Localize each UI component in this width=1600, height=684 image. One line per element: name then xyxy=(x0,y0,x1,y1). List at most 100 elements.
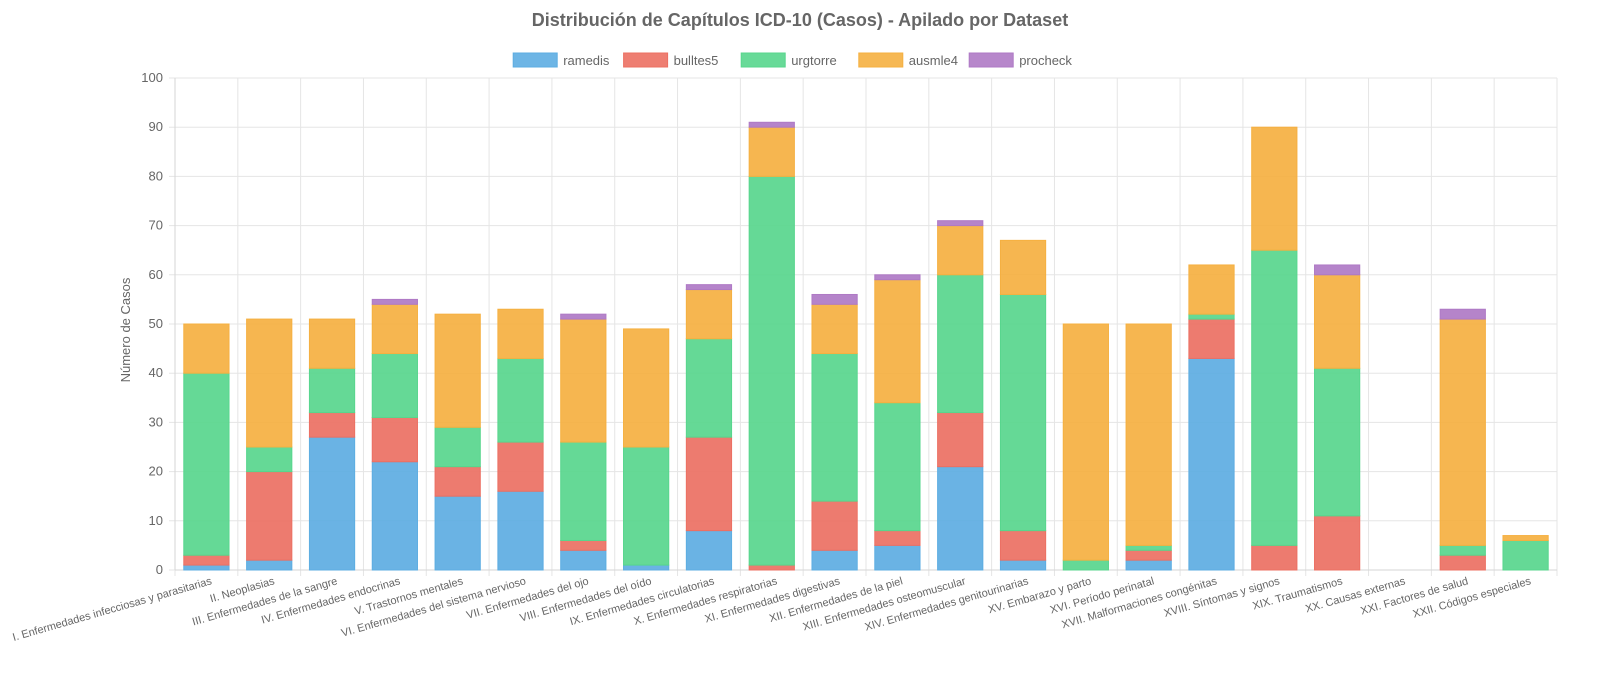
bar-segment-procheck[interactable] xyxy=(811,293,858,305)
legend-item-urgtorre[interactable]: urgtorre xyxy=(740,52,837,68)
legend-item-ausmle4[interactable]: ausmle4 xyxy=(858,52,958,68)
bar-segment-bulltes5[interactable] xyxy=(1314,515,1361,571)
bar-segment-bulltes5[interactable] xyxy=(183,554,230,566)
bar-segment-ausmle4[interactable] xyxy=(1188,264,1235,315)
bar-segment-bulltes5[interactable] xyxy=(685,436,733,532)
y-tick-label: 70 xyxy=(149,218,163,233)
bar-segment-urgtorre[interactable] xyxy=(685,338,733,438)
bar-segment-ausmle4[interactable] xyxy=(685,289,733,340)
bar-segment-urgtorre[interactable] xyxy=(434,426,481,468)
bar-segment-ramedis[interactable] xyxy=(1188,357,1235,571)
bar-segment-bulltes5[interactable] xyxy=(937,412,984,468)
bar-segment-urgtorre[interactable] xyxy=(623,446,670,566)
bar-segment-urgtorre[interactable] xyxy=(1439,544,1486,556)
bar-segment-ausmle4[interactable] xyxy=(560,318,607,443)
bar-segment-urgtorre[interactable] xyxy=(937,274,984,414)
legend-swatch xyxy=(512,52,558,68)
bar-segment-ramedis[interactable] xyxy=(685,530,733,571)
y-tick-label: 10 xyxy=(149,513,163,528)
bar-segment-ausmle4[interactable] xyxy=(1125,323,1172,546)
bar-segment-procheck[interactable] xyxy=(560,313,607,320)
bar-segment-ausmle4[interactable] xyxy=(1439,318,1486,546)
bar-segment-urgtorre[interactable] xyxy=(183,372,230,556)
bar-segment-ramedis[interactable] xyxy=(246,559,293,571)
bar-segment-ausmle4[interactable] xyxy=(874,279,921,404)
bar-segment-bulltes5[interactable] xyxy=(308,412,356,438)
bar-segment-bulltes5[interactable] xyxy=(434,466,481,497)
bar-segment-ausmle4[interactable] xyxy=(1251,126,1298,251)
bar-segment-urgtorre[interactable] xyxy=(308,367,356,414)
y-tick-label: 90 xyxy=(149,119,163,134)
bar-segment-urgtorre[interactable] xyxy=(1125,544,1172,551)
bar-segment-procheck[interactable] xyxy=(685,284,733,291)
bar-segment-bulltes5[interactable] xyxy=(811,500,858,551)
bar-segment-ramedis[interactable] xyxy=(308,436,356,571)
bar-segment-urgtorre[interactable] xyxy=(1502,539,1549,571)
y-tick-label: 0 xyxy=(156,562,163,577)
bar-segment-ausmle4[interactable] xyxy=(371,303,418,355)
bar-segment-ramedis[interactable] xyxy=(434,495,481,571)
legend-item-ramedis[interactable]: ramedis xyxy=(512,52,610,68)
bar-segment-urgtorre[interactable] xyxy=(1188,313,1235,320)
bar-segment-urgtorre[interactable] xyxy=(811,353,858,502)
x-axis-ticks: I. Enfermedades infecciosas y parasitari… xyxy=(11,575,1533,644)
bar-segment-ramedis[interactable] xyxy=(937,466,984,571)
bar-segment-bulltes5[interactable] xyxy=(1439,554,1486,571)
bar-segment-ausmle4[interactable] xyxy=(748,126,795,177)
bar-segment-urgtorre[interactable] xyxy=(748,175,795,566)
bar-segment-ausmle4[interactable] xyxy=(246,318,293,448)
bar-segment-bulltes5[interactable] xyxy=(560,539,607,551)
bar-segment-ramedis[interactable] xyxy=(560,549,607,571)
bar-segment-ausmle4[interactable] xyxy=(1062,323,1109,561)
bar-segment-bulltes5[interactable] xyxy=(874,530,921,546)
bar-segment-ramedis[interactable] xyxy=(874,544,921,571)
bar-segment-ausmle4[interactable] xyxy=(623,328,670,448)
bar-segment-bulltes5[interactable] xyxy=(371,416,418,463)
bar-segment-ausmle4[interactable] xyxy=(937,225,984,276)
bar-segment-ausmle4[interactable] xyxy=(1502,535,1549,541)
bar-segment-ausmle4[interactable] xyxy=(308,318,356,369)
bar-segment-ramedis[interactable] xyxy=(811,549,858,571)
y-tick-label: 60 xyxy=(149,267,163,282)
bar-segment-ausmle4[interactable] xyxy=(434,313,481,428)
bar-segment-urgtorre[interactable] xyxy=(560,441,607,541)
bar-segment-ramedis[interactable] xyxy=(497,490,544,571)
bar-segment-urgtorre[interactable] xyxy=(1314,367,1361,517)
bar-segment-ramedis[interactable] xyxy=(623,564,670,571)
bar-segment-ramedis[interactable] xyxy=(371,461,418,571)
bar-segment-ausmle4[interactable] xyxy=(183,323,230,374)
bar-segment-procheck[interactable] xyxy=(937,220,984,227)
bar-segment-bulltes5[interactable] xyxy=(246,471,293,561)
bar-segment-bulltes5[interactable] xyxy=(1188,318,1235,359)
bar-segment-procheck[interactable] xyxy=(1314,264,1361,276)
bar-segment-urgtorre[interactable] xyxy=(1251,249,1298,546)
bar-segment-bulltes5[interactable] xyxy=(1251,544,1298,571)
bar-segment-procheck[interactable] xyxy=(1439,308,1486,320)
bar-segment-ausmle4[interactable] xyxy=(497,308,544,359)
legend-item-bulltes5[interactable]: bulltes5 xyxy=(623,52,719,68)
bar-segment-urgtorre[interactable] xyxy=(999,293,1047,532)
bar-segment-procheck[interactable] xyxy=(371,298,418,305)
bar-segment-bulltes5[interactable] xyxy=(1125,549,1172,561)
bar-segment-urgtorre[interactable] xyxy=(497,357,544,443)
y-tick-label: 30 xyxy=(149,414,163,429)
bar-segment-procheck[interactable] xyxy=(874,274,921,281)
bar-segment-ramedis[interactable] xyxy=(999,559,1047,571)
bar-segment-ausmle4[interactable] xyxy=(1314,274,1361,369)
bar-segment-bulltes5[interactable] xyxy=(497,441,544,492)
bar-segment-urgtorre[interactable] xyxy=(1062,559,1109,571)
legend-item-procheck[interactable]: procheck xyxy=(968,52,1072,68)
bar-segment-ausmle4[interactable] xyxy=(999,239,1047,295)
legend-label: procheck xyxy=(1019,53,1072,68)
bar-segment-urgtorre[interactable] xyxy=(874,402,921,532)
bar-segment-bulltes5[interactable] xyxy=(748,564,795,571)
bar-segment-bulltes5[interactable] xyxy=(999,530,1047,561)
bar-segment-urgtorre[interactable] xyxy=(371,353,418,418)
bar-segment-procheck[interactable] xyxy=(748,121,795,128)
bar-segment-ausmle4[interactable] xyxy=(811,303,858,355)
bar-segment-ramedis[interactable] xyxy=(183,564,230,571)
bar-segment-urgtorre[interactable] xyxy=(246,446,293,473)
legend-swatch xyxy=(623,52,669,68)
bar-segment-ramedis[interactable] xyxy=(1125,559,1172,571)
